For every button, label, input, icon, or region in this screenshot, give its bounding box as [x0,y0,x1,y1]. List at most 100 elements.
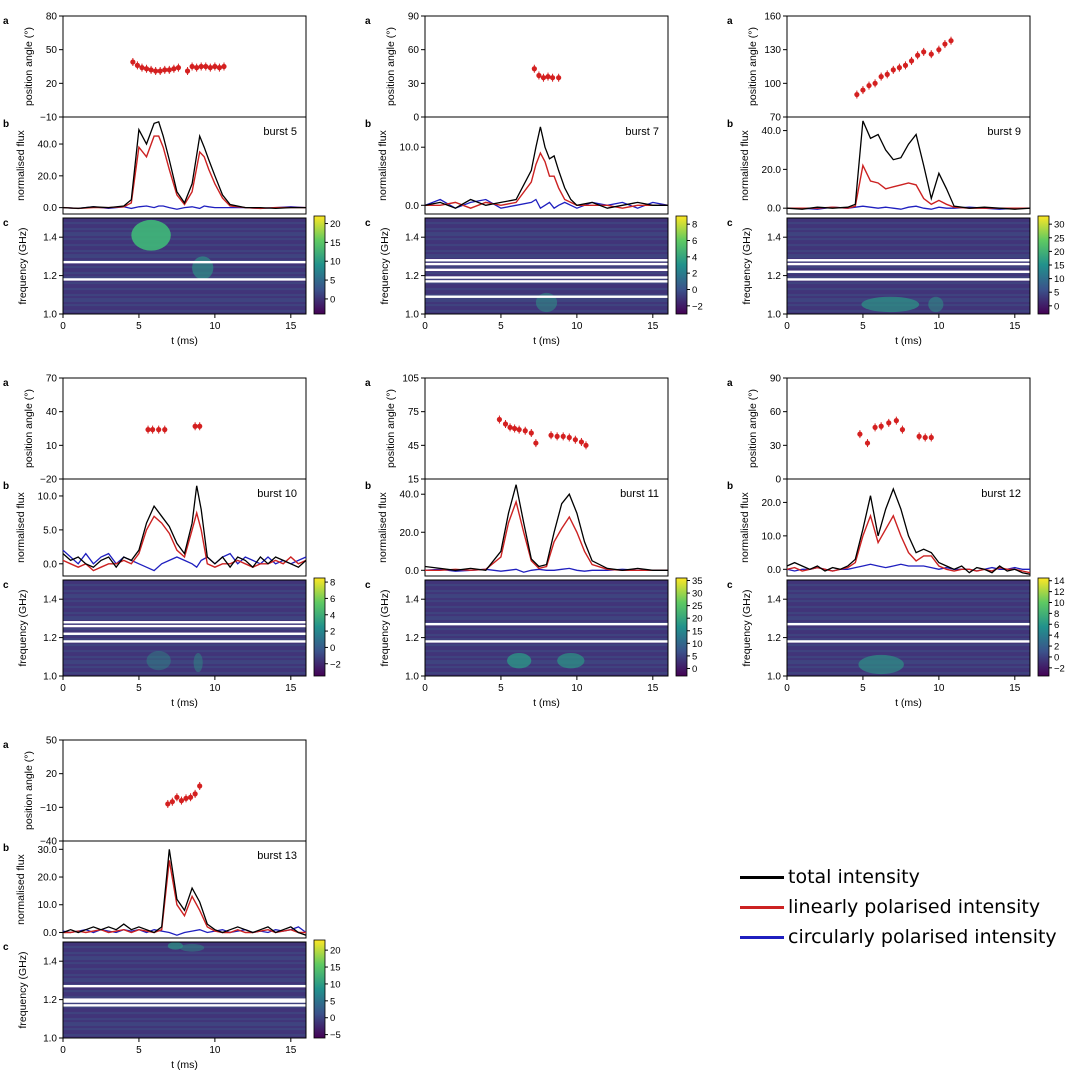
pa-tick-label: 0 [413,113,419,124]
spectrum-channel [63,586,306,589]
spectrum-channel [63,674,306,677]
flux-tick-label: 10.0 [400,143,420,154]
time-xlabel: t (ms) [171,697,198,709]
spectrum-channel [787,626,1030,629]
masked-band [63,278,306,281]
spectrum-channel [63,230,306,233]
spectrum-channel [425,614,668,617]
flux-tick-label: 0.0 [43,203,57,214]
freq-tick-label: 1.2 [767,271,781,282]
spectrum-channel [63,988,306,991]
spectrum-channel [787,276,1030,279]
spectrum-channel [425,620,668,623]
time-tick-label: 15 [647,683,659,694]
spectrum-channel [787,670,1030,673]
burst-title: burst 10 [257,488,297,500]
freq-tick-label: 1.2 [43,633,57,644]
colorbar-tick-label: 15 [1054,261,1065,272]
spectrum-channel [63,618,306,621]
panel-letter-b: b [3,843,9,854]
time-tick-label: 15 [1009,321,1021,332]
panel-letter-b: b [365,481,371,492]
masked-band [63,621,306,624]
spectrum-channel [63,942,306,945]
spectrum-channel [425,636,668,639]
spectrum-channel [425,668,668,671]
spectrum-channel [425,596,668,599]
pa-point [197,783,203,789]
colorbar-tick-label: 8 [330,578,335,589]
spectrum-channel [787,272,1030,275]
spectrum-frame [786,217,1031,315]
pa-tick-label: −10 [40,803,57,814]
flux-tick-label: 0.0 [43,559,57,570]
pa-point [942,41,948,47]
time-tick-label: 5 [136,683,142,694]
pa-point [197,423,203,429]
freq-tick-label: 1.4 [767,595,781,606]
spectrum-channel [787,292,1030,295]
spectrum-channel [63,662,306,665]
total-intensity-line [62,120,306,210]
spectrum-channel [787,288,1030,291]
spectrum-channel [787,598,1030,601]
masked-band [787,640,1030,643]
pa-tick-label: 90 [770,374,782,385]
pa-frame [786,15,1031,118]
spectrum-channel [63,598,306,601]
pa-tick-label: 90 [408,12,420,23]
spectrum-channel [425,282,668,285]
spectrum-channel [787,630,1030,633]
pa-ylabel: position angle (°) [385,389,397,468]
colorbar-tick-label: −2 [1054,663,1065,674]
legend-swatch-linear [740,905,784,909]
spectrum-channel [63,1026,306,1029]
pa-point [183,795,189,801]
time-xlabel: t (ms) [533,697,560,709]
pa-point [857,431,863,437]
spectrum-channel [63,672,306,675]
spectrum-channel [63,958,306,961]
time-tick-label: 0 [422,683,428,694]
masked-band [63,640,306,643]
panel-letter-b: b [3,119,9,130]
spectrum-channel [787,222,1030,225]
spectrum-channel [425,242,668,245]
spectrum-channel [63,644,306,647]
colorbar-tick-label: 10 [692,639,703,650]
colorbar [675,215,688,315]
spectrum-channel [63,306,306,309]
pa-point [192,791,198,797]
colorbar-tick-label: 15 [330,963,341,974]
spectrum-channel [787,606,1030,609]
spectrum-channel [425,248,668,251]
pa-tick-label: 50 [46,736,58,747]
spectrum-channel [63,1034,306,1037]
spectrum-channel [63,592,306,595]
pa-frame [786,377,1031,480]
spectrum-channel [787,282,1030,285]
masked-band [425,262,668,266]
colorbar-tick-label: 4 [330,610,335,621]
spectrum-channel [787,612,1030,615]
total-intensity-line [424,484,668,571]
spectrum-channel [63,280,306,283]
masked-band [63,998,306,1001]
pa-point [531,66,537,72]
spectrum-channel [63,310,306,313]
spectrum-channel [63,982,306,985]
spectrum-channel [787,240,1030,243]
freq-tick-label: 1.0 [405,672,419,683]
colorbar-tick-label: −5 [330,1030,341,1041]
spectrum-channel [787,220,1030,223]
spectrum-channel [63,252,306,255]
spectrum-channel [63,264,306,267]
pa-point [554,433,560,439]
spectrum-channel [425,310,668,313]
spectrum-channel [425,266,668,269]
spectrum-channel [425,602,668,605]
spectrum-channel [63,956,306,959]
spectrum-channel [63,990,306,993]
pa-tick-label: 10 [46,441,58,452]
